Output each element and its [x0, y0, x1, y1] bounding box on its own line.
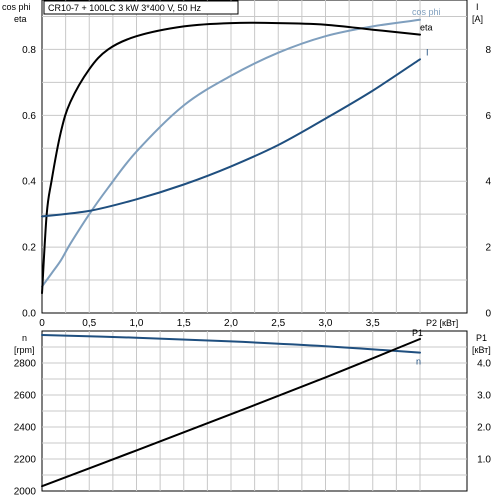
series-n-label: n — [416, 357, 421, 367]
left-axis-title-eta: eta — [14, 14, 27, 24]
top-curves: cos phi eta I — [41, 7, 441, 295]
top-ticks: 0.0 0.2 0.4 0.6 0.8 0 2 4 6 8 0 0,5 1,0 1,5 2,0 2,5 3,0 3… — [22, 45, 491, 329]
left-axis-title-cosphi: cos phi — [2, 2, 31, 12]
bottom-ticks: 2000 2200 2400 2600 2800 1.0 2.0 3.0 4.0 — [14, 359, 492, 498]
bottom-left-tick-label: 2000 — [14, 487, 37, 498]
bottom-right-tick-label: 2.0 — [477, 423, 491, 434]
right-axis-title-p1: P1 — [476, 333, 487, 343]
bottom-right-tick-label: 4.0 — [477, 359, 491, 370]
series-n-line — [41, 334, 421, 354]
top-right-tick-label: 6 — [485, 111, 491, 122]
x-tick-label: 1,0 — [130, 318, 144, 329]
top-panel: cos phi eta I 0.0 0.2 0.4 0.6 0.8 0 2 4 6 8 0 0,5 1,0 1… — [2, 0, 491, 329]
top-right-tick-label: 0 — [485, 309, 491, 320]
bottom-grid — [42, 331, 467, 491]
top-right-tick-label: 8 — [485, 45, 491, 56]
series-eta-line — [41, 21, 421, 295]
bottom-left-tick-label: 2600 — [14, 391, 37, 402]
bottom-left-tick-label: 2200 — [14, 455, 37, 466]
x-tick-label: 0 — [39, 318, 45, 329]
left-axis-title-rpm: [rpm] — [14, 345, 35, 355]
series-cos-phi-label: cos phi — [412, 7, 441, 17]
top-left-tick-label: 0.2 — [22, 243, 36, 254]
left-axis-title-n: n — [22, 333, 27, 343]
right-axis-title-kw: [кВт] — [472, 345, 491, 355]
series-p1-label: P1 — [412, 328, 423, 338]
chart-title: CR10-7 + 100LC 3 kW 3*400 V, 50 Hz — [48, 3, 202, 13]
x-axis-title: P2 [кВт] — [426, 318, 458, 328]
bottom-right-tick-label: 3.0 — [477, 391, 491, 402]
series-i-line — [41, 58, 421, 218]
top-left-tick-label: 0.6 — [22, 111, 36, 122]
bottom-right-tick-label: 1.0 — [477, 455, 491, 466]
title-box — [43, 0, 239, 15]
series-cos-phi-line — [41, 18, 421, 288]
top-right-tick-label: 2 — [485, 243, 491, 254]
x-tick-label: 3,5 — [366, 318, 380, 329]
series-i-label: I — [426, 47, 429, 57]
top-left-tick-label: 0.8 — [22, 45, 36, 56]
x-tick-label: 2,0 — [224, 318, 238, 329]
top-left-tick-label: 0.4 — [22, 177, 36, 188]
series-p1-line — [41, 338, 421, 488]
series-eta-label: eta — [420, 23, 433, 33]
right-axis-title-a: [A] — [472, 14, 483, 24]
x-tick-label: 1,5 — [177, 318, 191, 329]
bottom-curves: n P1 — [41, 328, 423, 488]
x-tick-label: 0,5 — [82, 318, 96, 329]
bottom-left-tick-label: 2800 — [14, 359, 37, 370]
x-tick-label: 2,5 — [271, 318, 285, 329]
top-right-tick-label: 4 — [485, 177, 491, 188]
right-axis-title-i: I — [476, 2, 479, 12]
x-tick-label: 3,0 — [319, 318, 333, 329]
bottom-left-tick-label: 2400 — [14, 423, 37, 434]
bottom-panel: n P1 2000 2200 2400 2600 2800 1.0 2.0 3.0 4.0 n [… — [14, 328, 492, 498]
top-left-tick-label: 0.0 — [22, 309, 36, 320]
